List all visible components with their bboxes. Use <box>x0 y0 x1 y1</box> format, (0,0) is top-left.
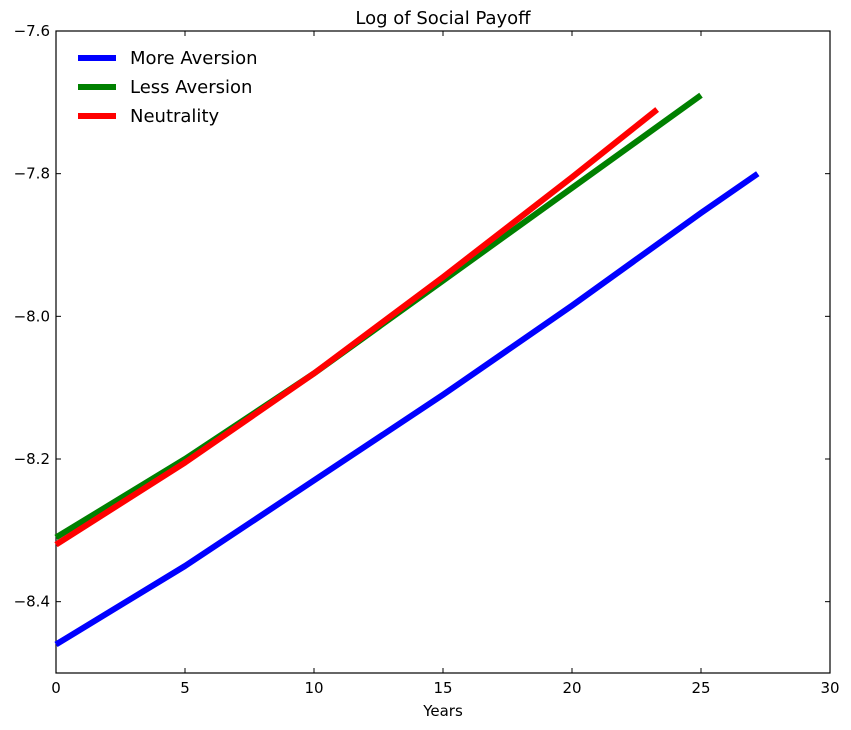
x-tick-label: 10 <box>304 679 323 697</box>
series-layer <box>54 92 760 648</box>
legend-label-more-aversion: More Aversion <box>130 48 258 69</box>
y-tick-label: −7.6 <box>14 22 50 40</box>
y-tick-label: −8.2 <box>14 450 50 468</box>
legend: More Aversion Less Aversion Neutrality <box>78 48 258 127</box>
x-tick-label: 25 <box>691 679 710 697</box>
legend-label-neutrality: Neutrality <box>130 106 219 127</box>
y-tick-label: −8.0 <box>14 307 50 325</box>
x-tick-label: 15 <box>433 679 452 697</box>
y-tick-label: −8.4 <box>14 593 50 611</box>
x-tick-label: 30 <box>820 679 839 697</box>
y-tick-label: −7.8 <box>14 165 50 183</box>
x-axis-label: Years <box>422 702 463 720</box>
series-line-neutrality <box>54 107 660 548</box>
chart-title: Log of Social Payoff <box>355 8 531 29</box>
x-tick-label: 0 <box>51 679 61 697</box>
x-tick-label: 20 <box>562 679 581 697</box>
series-line-more-aversion <box>54 171 760 648</box>
x-tick-label: 5 <box>180 679 190 697</box>
legend-label-less-aversion: Less Aversion <box>130 77 252 98</box>
ticks-layer: 0 5 10 15 20 25 30 −8.4 −8.2 −8.0 −7.8 −7.6 <box>14 22 840 697</box>
